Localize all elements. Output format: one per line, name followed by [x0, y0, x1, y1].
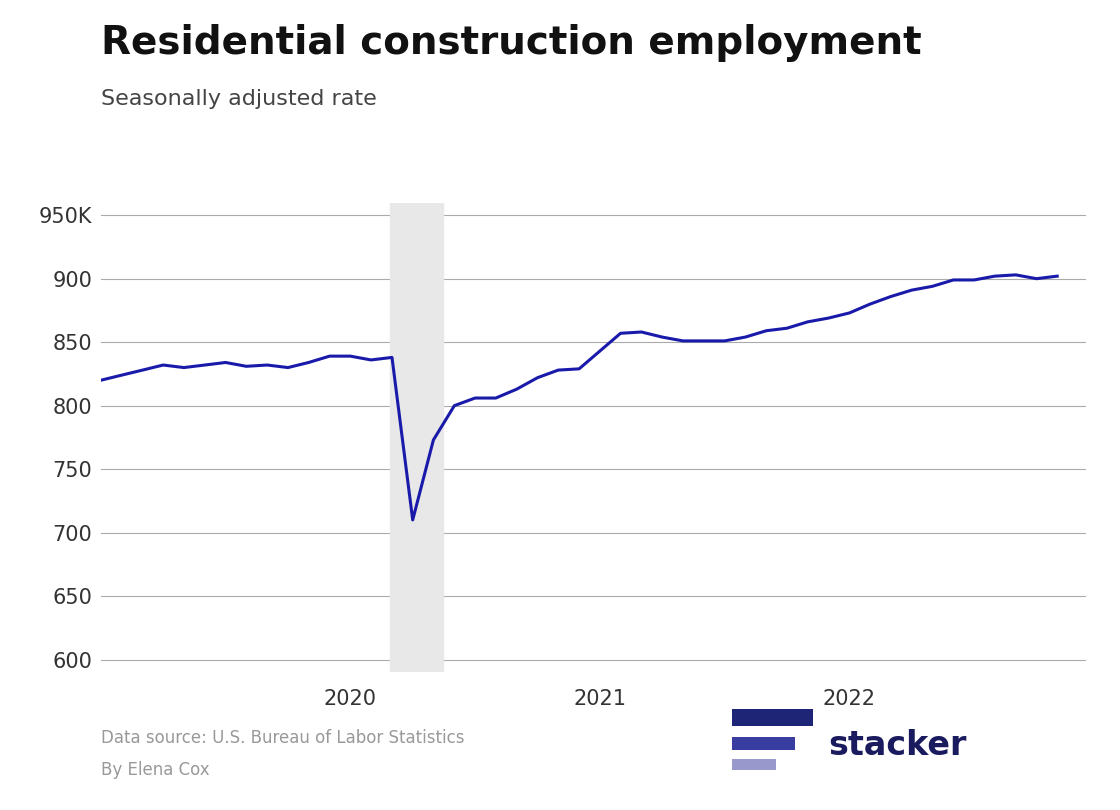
Bar — [731, 758, 776, 770]
Text: stacker: stacker — [828, 729, 967, 761]
Text: By Elena Cox: By Elena Cox — [101, 761, 209, 779]
Bar — [731, 709, 813, 726]
Text: Data source: U.S. Bureau of Labor Statistics: Data source: U.S. Bureau of Labor Statis… — [101, 729, 465, 747]
Text: Seasonally adjusted rate: Seasonally adjusted rate — [101, 89, 376, 109]
Bar — [731, 737, 794, 750]
Text: Residential construction employment: Residential construction employment — [101, 24, 922, 62]
Bar — [390, 202, 442, 672]
